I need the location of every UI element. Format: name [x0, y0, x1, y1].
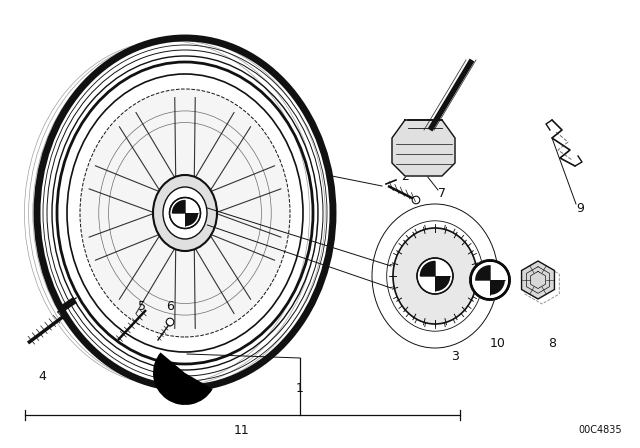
- Circle shape: [166, 318, 174, 326]
- Text: 3: 3: [451, 349, 459, 362]
- Text: 9: 9: [576, 202, 584, 215]
- Text: 4: 4: [38, 370, 46, 383]
- Ellipse shape: [153, 175, 217, 251]
- Wedge shape: [420, 261, 435, 276]
- Circle shape: [417, 258, 453, 294]
- Circle shape: [412, 196, 420, 204]
- Ellipse shape: [393, 228, 477, 324]
- Ellipse shape: [80, 89, 290, 337]
- Wedge shape: [490, 280, 505, 295]
- Text: 00C4835: 00C4835: [579, 425, 622, 435]
- Circle shape: [472, 263, 508, 297]
- Polygon shape: [522, 261, 554, 299]
- Wedge shape: [475, 265, 490, 280]
- Wedge shape: [172, 200, 185, 213]
- Wedge shape: [185, 200, 198, 213]
- Wedge shape: [475, 280, 490, 295]
- Polygon shape: [392, 120, 455, 176]
- Wedge shape: [435, 276, 451, 291]
- Wedge shape: [185, 213, 198, 226]
- Circle shape: [470, 260, 510, 300]
- Text: 10: 10: [490, 336, 506, 349]
- Text: 7: 7: [438, 186, 446, 199]
- Text: 2: 2: [401, 169, 409, 182]
- Text: 8: 8: [548, 336, 556, 349]
- Text: 6: 6: [166, 300, 174, 313]
- Wedge shape: [420, 276, 435, 291]
- Wedge shape: [172, 213, 185, 226]
- Text: 5: 5: [138, 300, 146, 313]
- Text: 1: 1: [296, 382, 304, 395]
- Wedge shape: [153, 353, 212, 405]
- Text: 11: 11: [234, 423, 250, 436]
- Wedge shape: [490, 265, 505, 280]
- Ellipse shape: [163, 187, 207, 239]
- Wedge shape: [435, 261, 451, 276]
- Circle shape: [170, 198, 200, 228]
